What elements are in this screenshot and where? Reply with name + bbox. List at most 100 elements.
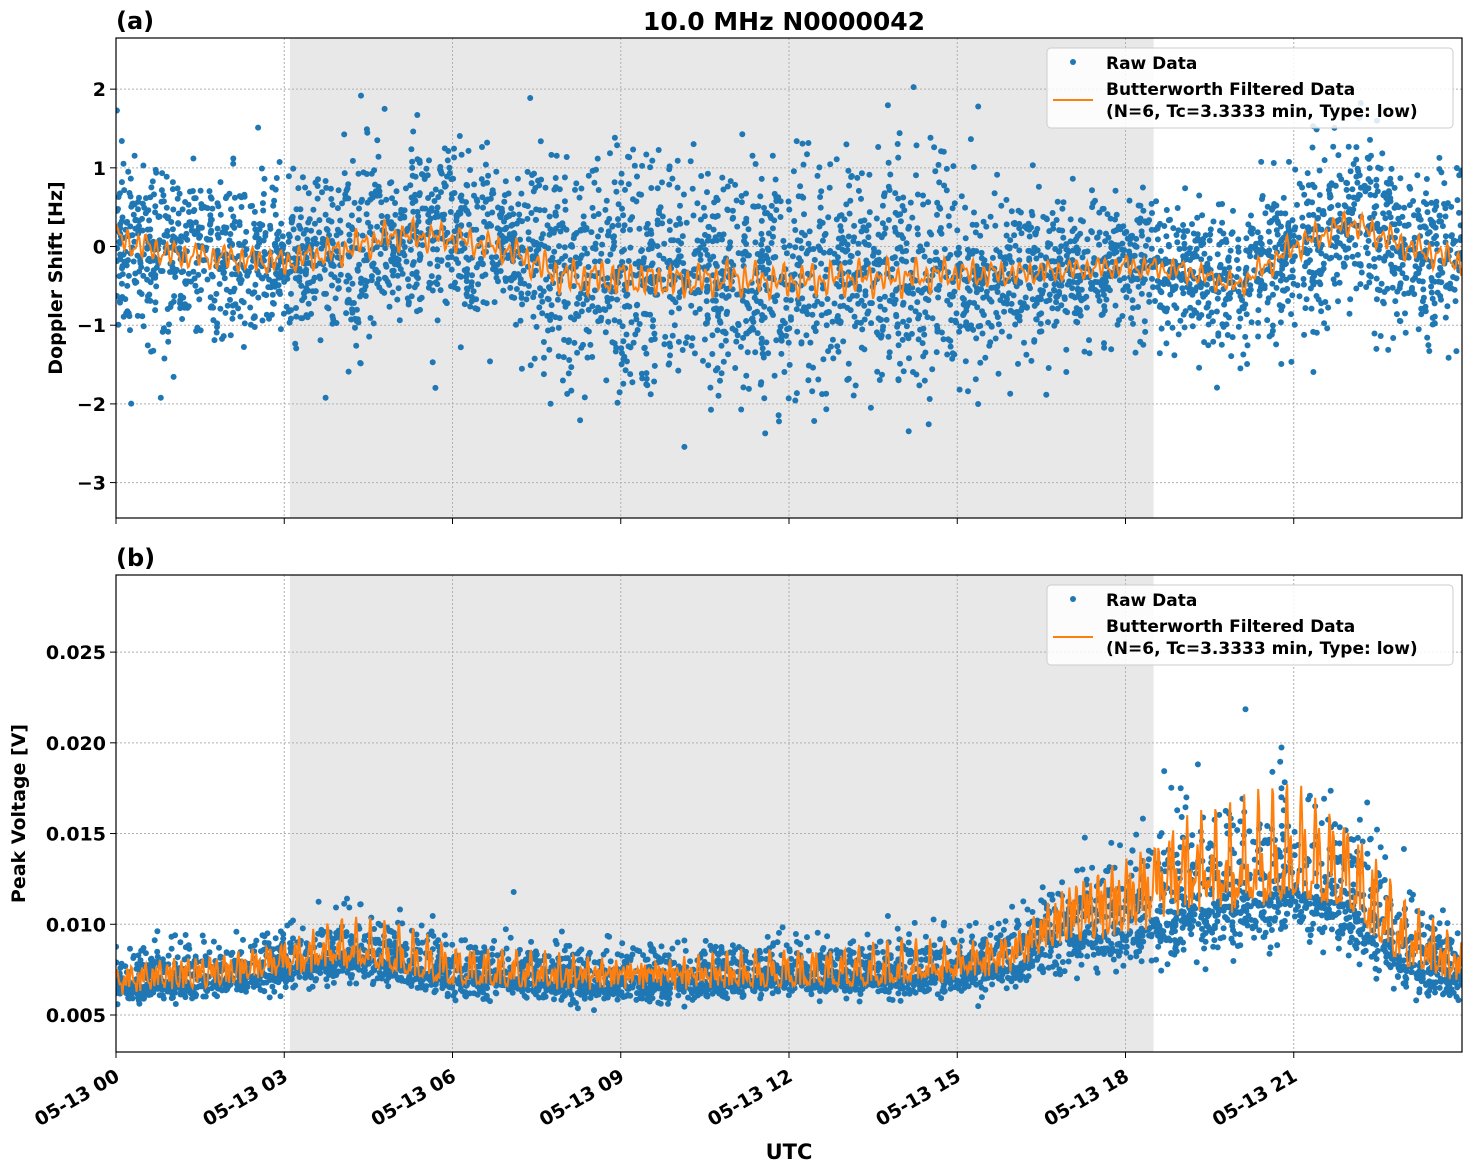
raw-data-point [724,207,730,213]
raw-data-point [383,262,389,268]
raw-data-point [895,232,901,238]
raw-data-point [304,237,310,243]
raw-data-point [887,172,893,178]
raw-data-point [739,199,745,205]
raw-data-point [531,171,537,177]
raw-data-point [1190,323,1196,329]
raw-data-point [532,356,538,362]
raw-data-point [1372,192,1378,198]
raw-data-point [926,421,932,427]
raw-data-point [626,258,632,264]
raw-data-point [136,195,142,201]
raw-data-point [680,233,686,239]
raw-data-point [445,255,451,261]
raw-data-point [927,258,933,264]
raw-data-point [1237,365,1243,371]
raw-data-point [1003,197,1009,203]
raw-data-point [448,248,454,254]
raw-data-point [547,214,553,220]
raw-data-point [230,214,236,220]
raw-data-point [213,291,219,297]
raw-data-point [445,262,451,268]
raw-data-point [667,294,673,300]
raw-data-point [941,336,947,342]
raw-data-point [151,191,157,197]
raw-data-point [730,215,736,221]
raw-data-point [480,205,486,211]
raw-data-point [920,326,926,332]
raw-data-point [634,302,640,308]
raw-data-point [350,281,356,287]
raw-data-point [1269,218,1275,224]
raw-data-point [906,224,912,230]
raw-data-point [395,273,401,279]
raw-data-point [659,943,665,949]
raw-data-point [759,248,765,254]
raw-data-point [776,412,782,418]
raw-data-point [255,125,261,131]
raw-data-point [186,271,192,277]
raw-data-point [143,195,149,201]
raw-data-point [312,275,318,281]
raw-data-point [1321,211,1327,217]
raw-data-point [1300,223,1306,229]
raw-data-point [1324,325,1330,331]
raw-data-point [595,156,601,162]
raw-data-point [546,296,552,302]
raw-data-point [895,331,901,337]
raw-data-point [1394,311,1400,317]
raw-data-point [563,207,569,213]
raw-data-point [967,288,973,294]
raw-data-point [1113,188,1119,194]
raw-data-point [121,161,127,167]
raw-data-point [970,222,976,228]
raw-data-point [1163,340,1169,346]
raw-data-point [1139,958,1145,964]
raw-data-point [1346,194,1352,200]
raw-data-point [1187,305,1193,311]
raw-data-point [923,285,929,291]
raw-data-point [845,168,851,174]
raw-data-point [447,170,453,176]
raw-data-point [1011,232,1017,238]
raw-data-point [1159,326,1165,332]
raw-data-point [698,257,704,263]
raw-data-point [1194,284,1200,290]
raw-data-point [1400,262,1406,268]
raw-data-point [307,216,313,222]
raw-data-point [1055,199,1061,205]
raw-data-point [823,391,829,397]
raw-data-point [758,231,764,237]
raw-data-point [214,330,220,336]
raw-data-point [260,200,266,206]
raw-data-point [140,163,146,169]
raw-data-point [357,294,363,300]
raw-data-point [215,200,221,206]
raw-data-point [1201,339,1207,345]
raw-data-point [252,282,258,288]
raw-data-point [1189,313,1195,319]
raw-data-point [894,261,900,267]
raw-data-point [593,167,599,173]
raw-data-point [1182,324,1188,330]
raw-data-point [1346,144,1352,150]
raw-data-point [1273,341,1279,347]
raw-data-point [364,279,370,285]
raw-data-point [934,212,940,218]
raw-data-point [611,239,617,245]
raw-data-point [464,293,470,299]
raw-data-point [1204,305,1210,311]
raw-data-point [730,326,736,332]
raw-data-point [1025,248,1031,254]
raw-data-point [192,283,198,289]
raw-data-point [1352,242,1358,248]
raw-data-point [504,214,510,220]
raw-data-point [1310,145,1316,151]
raw-data-point [1033,316,1039,322]
raw-data-point [655,185,661,191]
raw-data-point [788,297,794,303]
raw-data-point [1249,319,1255,325]
raw-data-point [856,188,862,194]
raw-data-point [993,310,999,316]
